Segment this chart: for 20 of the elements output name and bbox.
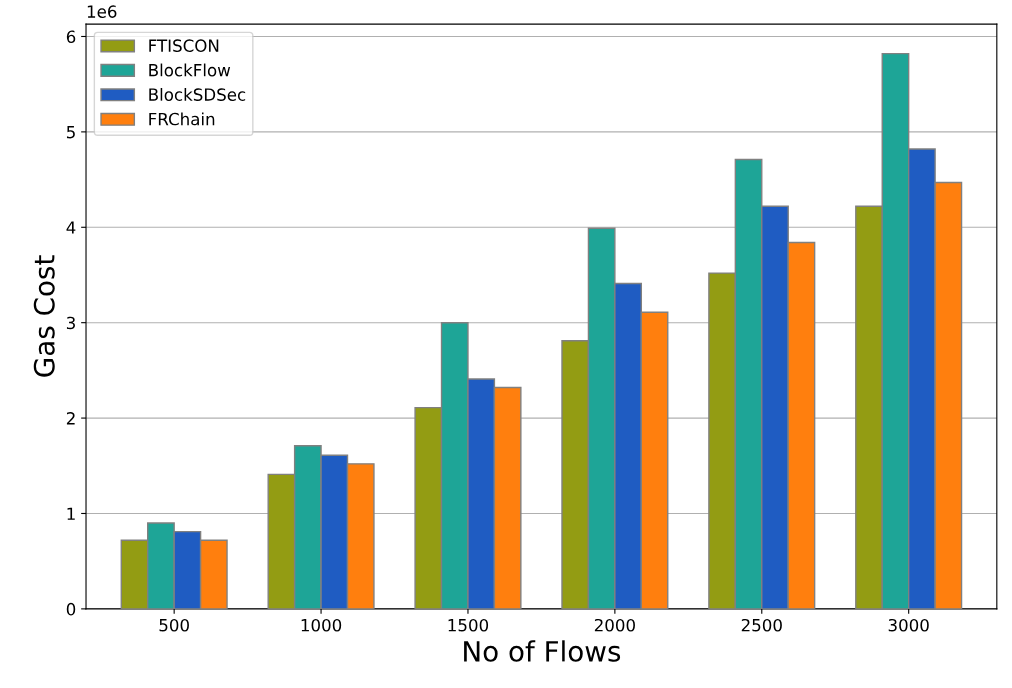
x-tick-label: 3000 [888, 618, 929, 632]
x-axis-title: No of Flows [464, 640, 621, 662]
x-tick-label: 2500 [741, 618, 782, 632]
text: 1e6 [87, 5, 117, 18]
y-tick-label: 1 [67, 507, 75, 520]
x-tick-label: 1500 [448, 618, 489, 632]
x-tick-label: 1000 [301, 618, 342, 632]
y-tick-label: 0 [66, 602, 76, 616]
legend-label: FTISCON [149, 39, 219, 52]
y-tick-label: 4 [66, 221, 76, 234]
legend-label: FRChain [149, 112, 215, 126]
x-tick-label: 500 [159, 618, 189, 632]
y-axis-title: Gas Cost [33, 255, 55, 377]
x-tick-label: 2000 [594, 618, 635, 632]
legend-label: BlockSDSec [149, 88, 246, 101]
y-tick-label: 2 [66, 412, 75, 425]
y-tick-label: 6 [66, 30, 76, 44]
legend-label: BlockFlow [149, 63, 231, 77]
y-tick-label: 5 [66, 126, 75, 139]
y-tick-label: 3 [66, 316, 75, 330]
